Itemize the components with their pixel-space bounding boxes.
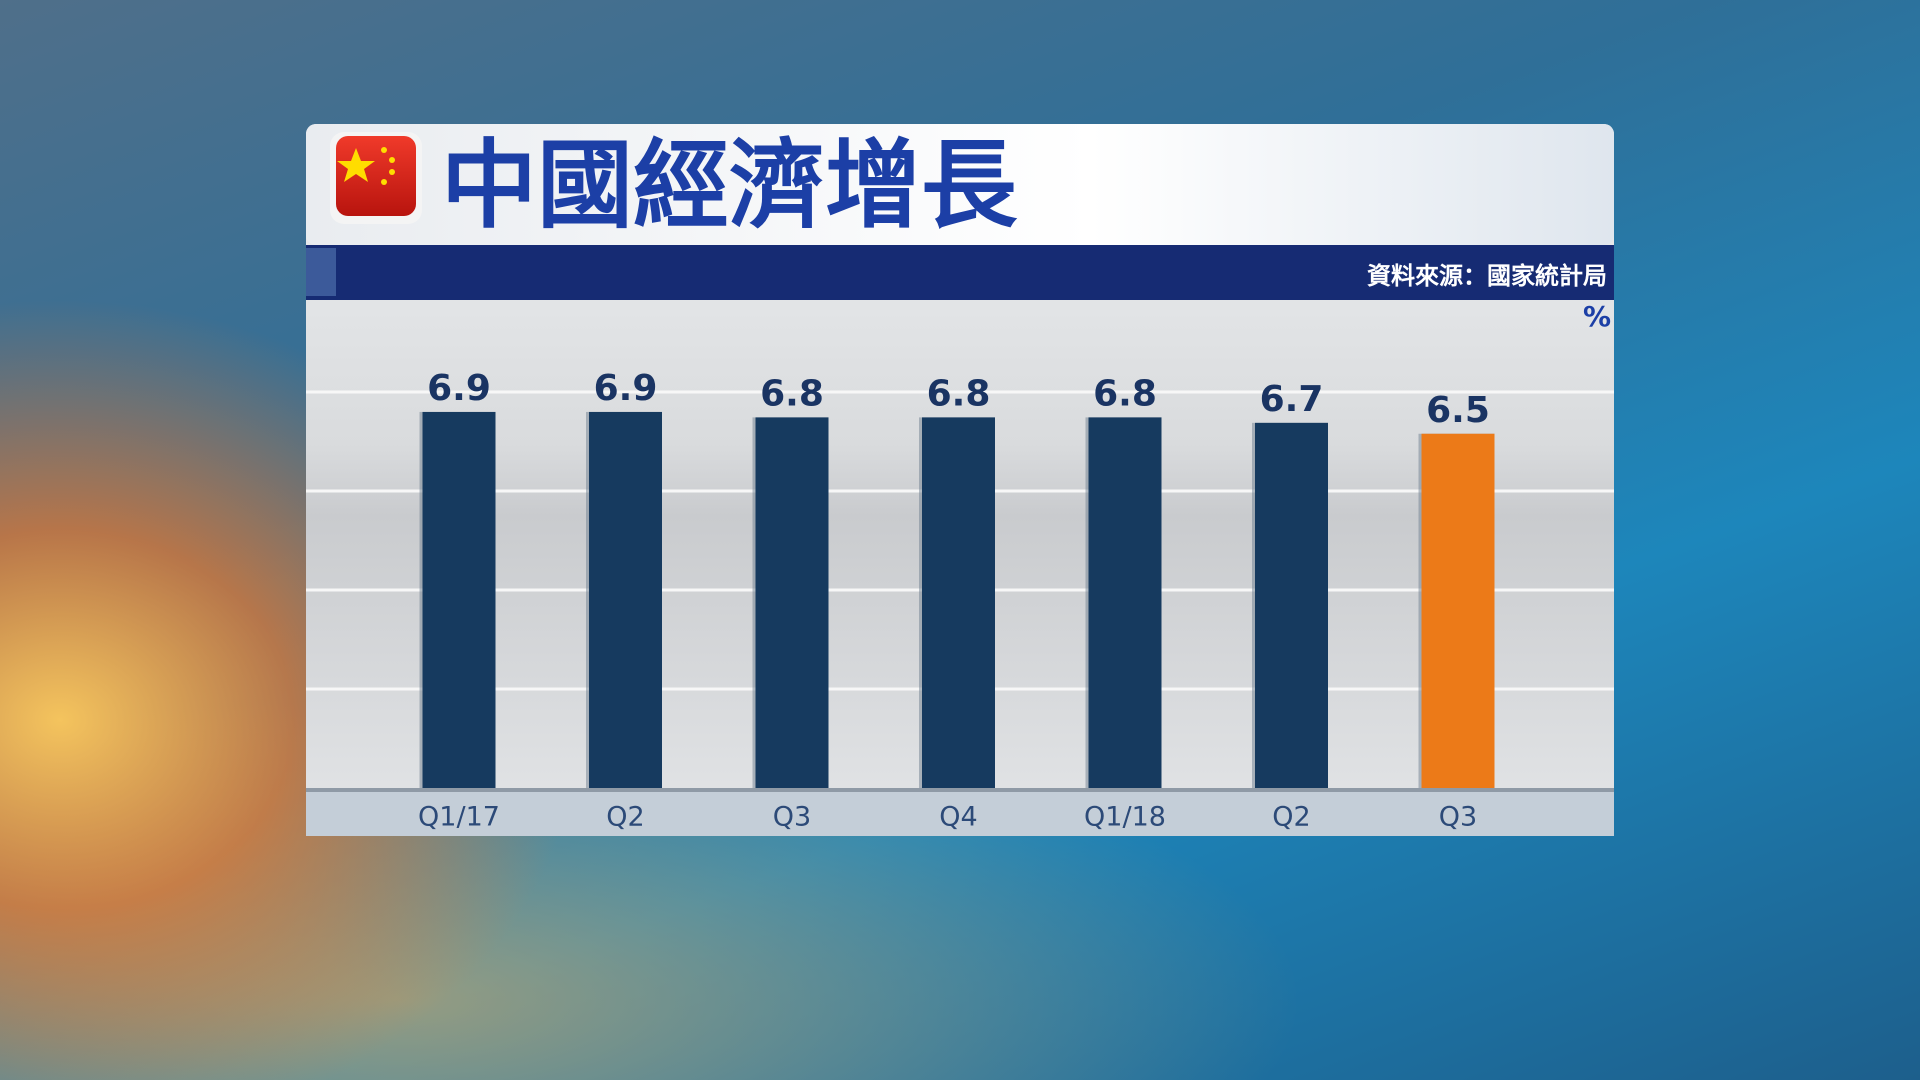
- x-tick-label: Q1/17: [418, 802, 500, 833]
- header: [306, 124, 1614, 245]
- value-label: 6.8: [1093, 373, 1157, 414]
- unit: %: [1583, 300, 1611, 333]
- header-band: [306, 245, 1614, 300]
- source: 資料來源：國家統計局: [1367, 262, 1607, 290]
- value-label: 6.7: [1260, 379, 1324, 420]
- value-label: 6.9: [594, 368, 658, 409]
- x-tick-label: Q2: [1272, 802, 1310, 833]
- axis-band: [306, 790, 1614, 836]
- bar: [589, 411, 662, 788]
- bar: [922, 417, 995, 788]
- value-label: 6.5: [1426, 390, 1490, 431]
- x-tick-label: Q1/18: [1084, 802, 1166, 833]
- value-label: 6.9: [427, 368, 491, 409]
- chart-title: 中國經濟增長: [441, 129, 1018, 241]
- bar: [422, 411, 496, 788]
- bar: [1088, 417, 1162, 788]
- x-tick-label: Q3: [773, 802, 811, 833]
- x-tick-label: Q2: [606, 802, 644, 833]
- x-tick-label: Q4: [939, 802, 977, 833]
- band-accent: [306, 248, 336, 296]
- value-label: 6.8: [760, 373, 824, 414]
- flag: [330, 132, 422, 224]
- value-label: 6.8: [927, 373, 991, 414]
- bar: [1421, 433, 1495, 788]
- bar: [1255, 422, 1328, 788]
- bar: [755, 417, 829, 788]
- x-tick-label: Q3: [1439, 802, 1477, 833]
